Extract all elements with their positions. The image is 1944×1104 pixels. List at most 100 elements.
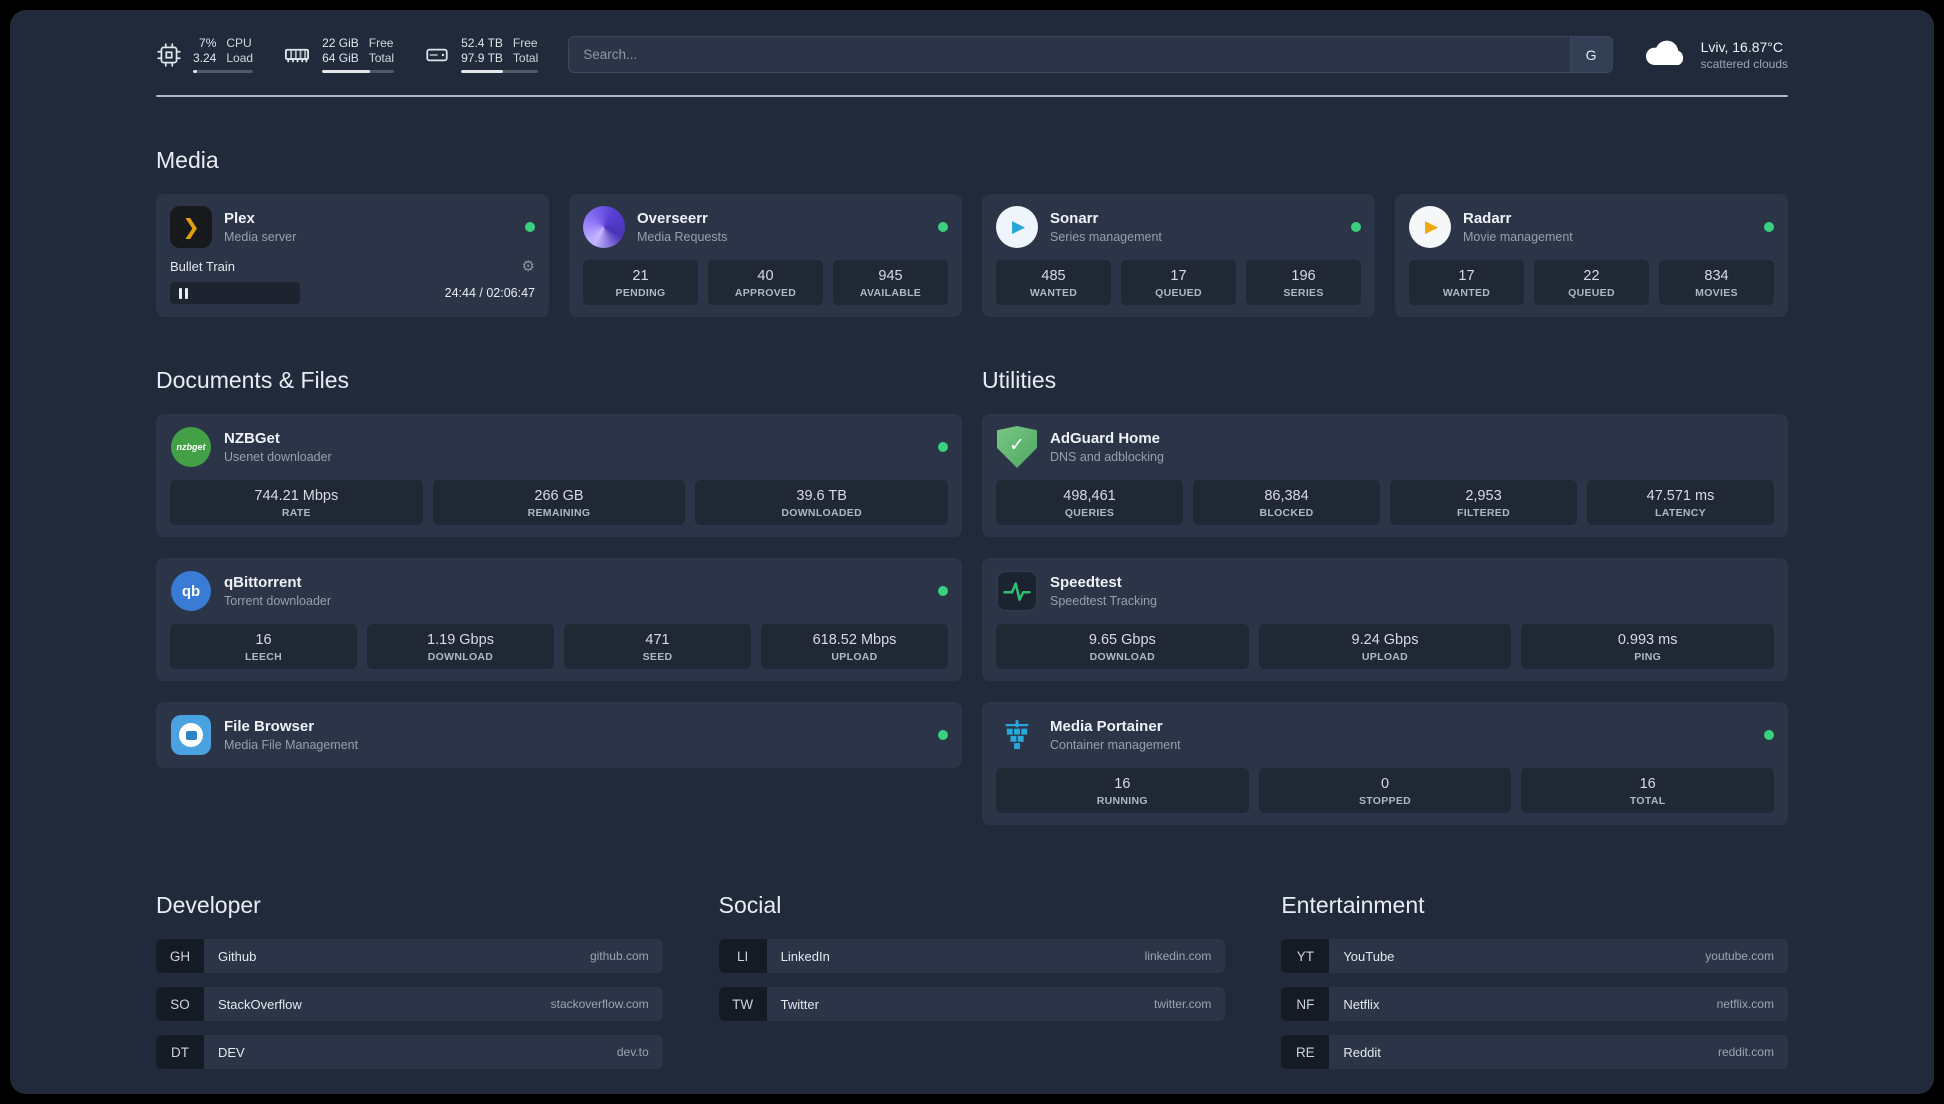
bookmark-dev[interactable]: DT DEV dev.to	[156, 1035, 663, 1069]
app-desc: Torrent downloader	[224, 594, 332, 608]
stat-seed: 471 SEED	[564, 624, 751, 669]
bookmark-github[interactable]: GH Github github.com	[156, 939, 663, 973]
stat-available: 945 AVAILABLE	[833, 260, 948, 305]
filebrowser-link[interactable]: File Browser Media File Management	[170, 714, 948, 756]
stat-downloaded: 39.6 TB DOWNLOADED	[695, 480, 948, 525]
bookmark-name: YouTube	[1343, 948, 1395, 964]
bookmark-name: Twitter	[780, 996, 819, 1012]
bookmark-domain: reddit.com	[1717, 1045, 1774, 1059]
qbittorrent-link[interactable]: qb qBittorrent Torrent downloader	[170, 570, 948, 612]
topbar: 7% 3.24 CPU Load	[156, 10, 1788, 73]
qbittorrent-stats: 16 LEECH 1.19 Gbps DOWNLOAD 471 SEED 6	[170, 624, 948, 669]
adguard-stats: 498,461 QUERIES 86,384 BLOCKED 2,953 FIL…	[996, 480, 1774, 525]
status-dot	[938, 586, 948, 596]
bookmark-abbr: NF	[1281, 987, 1330, 1021]
filebrowser-icon	[171, 715, 211, 755]
sonarr-link[interactable]: Sonarr Series management	[996, 206, 1361, 248]
app-name: Media Portainer	[1050, 718, 1163, 735]
plex-link[interactable]: Plex Media server	[170, 206, 535, 248]
radarr-icon	[1409, 206, 1451, 248]
settings-gear-icon[interactable]: ⚙	[521, 258, 535, 275]
bookmark-domain: twitter.com	[1153, 997, 1212, 1011]
disk-icon	[424, 42, 450, 68]
memory-free: 22 GiB	[322, 36, 359, 50]
bookmark-domain: github.com	[589, 949, 649, 963]
stat-wanted: 485 WANTED	[996, 260, 1111, 305]
status-dot	[1351, 222, 1361, 232]
overseerr-link[interactable]: Overseerr Media Requests	[583, 206, 948, 248]
stat-filtered: 2,953 FILTERED	[1390, 480, 1577, 525]
bookmark-abbr: DT	[156, 1035, 204, 1069]
nzbget-link[interactable]: nzbget NZBGet Usenet downloader	[170, 426, 948, 468]
app-desc: Media Requests	[637, 230, 728, 244]
sonarr-icon	[996, 206, 1038, 248]
app-desc: Usenet downloader	[224, 450, 332, 464]
status-dot	[525, 222, 535, 232]
media-card-grid: Plex Media server Bullet Train ⚙ 24:44	[156, 194, 1788, 317]
status-dot	[1764, 222, 1774, 232]
bookmark-abbr: YT	[1281, 939, 1330, 973]
overseerr-stats: 21 PENDING 40 APPROVED 945 AVAILABLE	[583, 260, 948, 305]
app-name: Sonarr	[1050, 210, 1099, 227]
memory-total: 64 GiB	[322, 51, 359, 65]
adguard-shield-icon	[997, 426, 1037, 468]
search-input[interactable]	[569, 37, 1570, 72]
bookmark-reddit[interactable]: RE Reddit reddit.com	[1281, 1035, 1788, 1069]
playback-progress-bar[interactable]: 24:44 / 02:06:47	[170, 282, 535, 304]
app-name: File Browser	[224, 718, 315, 735]
portainer-icon	[996, 714, 1038, 756]
section-title-media: Media	[156, 147, 219, 173]
disk-widget: 52.4 TB 97.9 TB Free Total	[424, 36, 539, 73]
memory-widget: 22 GiB 64 GiB Free Total	[283, 36, 395, 73]
bookmark-group-title: Social	[718, 892, 782, 918]
bookmark-domain: dev.to	[616, 1045, 649, 1059]
sonarr-stats: 485 WANTED 17 QUEUED 196 SERIES	[996, 260, 1361, 305]
portainer-link[interactable]: Media Portainer Container management	[996, 714, 1774, 756]
card-overseerr: Overseerr Media Requests 21 PENDING 40 A…	[569, 194, 962, 317]
app-desc: Container management	[1050, 738, 1181, 752]
pause-icon[interactable]	[179, 287, 188, 299]
card-qbittorrent: qb qBittorrent Torrent downloader 16 LEE…	[156, 558, 962, 681]
bookmark-name: StackOverflow	[218, 996, 302, 1012]
now-playing-title: Bullet Train	[170, 258, 236, 274]
bookmark-youtube[interactable]: YT YouTube youtube.com	[1281, 939, 1788, 973]
app-name: Plex	[224, 210, 255, 227]
speedtest-link[interactable]: Speedtest Speedtest Tracking	[996, 570, 1774, 612]
bookmark-netflix[interactable]: NF Netflix netflix.com	[1281, 987, 1788, 1021]
bookmark-name: Github	[218, 948, 257, 964]
app-name: qBittorrent	[224, 574, 302, 591]
bookmark-stackoverflow[interactable]: SO StackOverflow stackoverflow.com	[156, 987, 663, 1021]
bookmark-group-title: Developer	[156, 892, 261, 918]
status-dot	[938, 442, 948, 452]
card-filebrowser: File Browser Media File Management	[156, 702, 962, 768]
nzbget-stats: 744.21 Mbps RATE 266 GB REMAINING 39.6 T…	[170, 480, 948, 525]
search-provider-button[interactable]: G	[1569, 37, 1612, 72]
nzbget-icon: nzbget	[171, 427, 211, 467]
portainer-stats: 16 RUNNING 0 STOPPED 16 TOTAL	[996, 768, 1774, 813]
adguard-link[interactable]: AdGuard Home DNS and adblocking	[996, 426, 1774, 468]
bookmark-twitter[interactable]: TW Twitter twitter.com	[718, 987, 1226, 1021]
app-desc: Speedtest Tracking	[1050, 594, 1158, 608]
bookmark-group-social: Social LI LinkedIn linkedin.com TW Twitt…	[718, 892, 1226, 1035]
card-radarr: Radarr Movie management 17 WANTED 22 QUE…	[1395, 194, 1788, 317]
stat-total: 16 TOTAL	[1521, 768, 1774, 813]
plex-now-playing-widget: Bullet Train ⚙ 24:44 / 02:06:47	[170, 257, 535, 304]
stat-rate: 744.21 Mbps RATE	[170, 480, 423, 525]
bookmark-name: Reddit	[1343, 1044, 1381, 1060]
plex-icon	[170, 206, 212, 248]
bookmark-group-entertainment: Entertainment YT YouTube youtube.com NF …	[1281, 892, 1788, 1083]
bookmark-abbr: RE	[1281, 1035, 1330, 1069]
cpu-percent: 7%	[199, 36, 217, 50]
card-sonarr: Sonarr Series management 485 WANTED 17 Q…	[982, 194, 1375, 317]
bookmark-abbr: GH	[156, 939, 204, 973]
app-name: NZBGet	[224, 430, 280, 447]
card-speedtest: Speedtest Speedtest Tracking 9.65 Gbps D…	[982, 558, 1788, 681]
playback-elapsed	[170, 282, 300, 304]
stat-ping: 0.993 ms PING	[1521, 624, 1774, 669]
bookmark-linkedin[interactable]: LI LinkedIn linkedin.com	[718, 939, 1226, 973]
radarr-link[interactable]: Radarr Movie management	[1409, 206, 1774, 248]
stat-queued: 17 QUEUED	[1121, 260, 1236, 305]
disk-total-label: Total	[512, 51, 539, 65]
stat-blocked: 86,384 BLOCKED	[1193, 480, 1380, 525]
stat-pending: 21 PENDING	[583, 260, 698, 305]
